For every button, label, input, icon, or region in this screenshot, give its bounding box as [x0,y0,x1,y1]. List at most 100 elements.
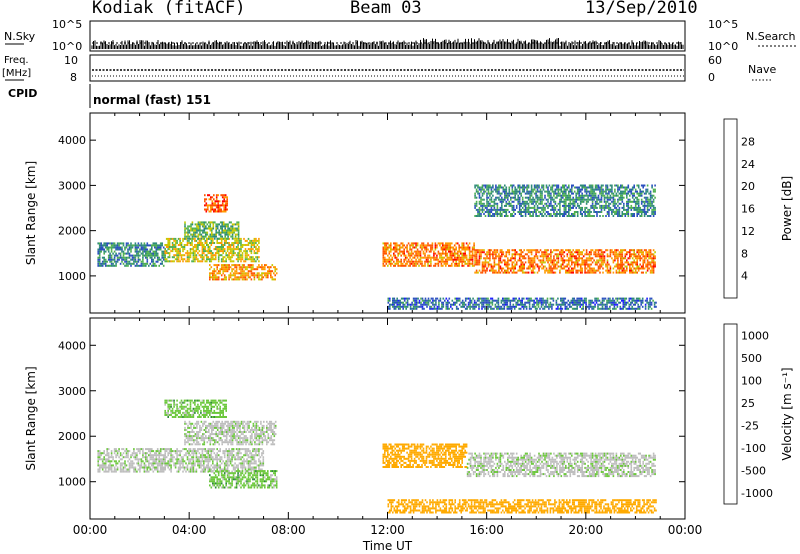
echo-cell [502,259,505,262]
echo-cell [532,211,534,213]
echo-cell [200,260,202,263]
echo-cell [545,253,548,256]
echo-cell [195,244,198,246]
echo-cell [609,190,612,193]
echo-cell [523,255,525,258]
echo-cell [477,249,479,252]
echo-cell [443,262,446,265]
echo-cell [389,297,391,300]
echo-cell [530,297,532,300]
echo-cell [230,225,232,228]
echo-cell [639,257,641,260]
echo-cell [401,244,404,247]
echo-cell [554,213,557,215]
echo-cell [646,200,649,203]
echo-cell [568,267,570,270]
echo-cell [164,244,166,246]
echo-cell [459,256,462,259]
echo-cell [517,211,519,213]
echo-cell [146,254,149,257]
echo-cell [159,246,162,249]
echo-cell [554,196,557,199]
echo-cell [486,186,488,189]
echo-cell [536,307,538,310]
echo-cell [109,242,111,245]
echo-cell [455,297,458,300]
echo-cell [400,246,402,249]
echo-cell [229,246,232,248]
echo-cell [155,248,158,251]
echo-cell [520,251,522,254]
echo-cell [431,242,434,245]
echo-cell [237,260,239,263]
echo-cell [617,271,619,274]
echo-cell [481,271,484,274]
echo-cell [212,276,214,279]
echo-cell [228,246,230,248]
echo-cell [519,307,522,310]
echo-cell [478,186,481,189]
echo-cell [490,301,492,304]
echo-cell [530,194,533,197]
echo-cell [406,305,409,308]
echo-cell [458,244,460,247]
echo-cell [526,249,528,252]
echo-cell [445,244,447,247]
echo-cell [582,184,585,187]
echo-cell [575,211,577,213]
echo-cell [576,257,579,260]
echo-cell [255,248,257,251]
echo-cell [226,202,228,205]
echo-cell [467,244,469,247]
echo-cell [168,248,171,251]
echo-cell [602,267,604,270]
echo-cell [562,200,564,203]
echo-cell [118,244,120,247]
echo-cell [627,198,630,201]
echo-cell [103,256,105,259]
echo-cell [529,257,531,260]
echo-cell [252,272,254,275]
echo-cell [477,213,479,215]
echo-cell [119,242,122,245]
echo-cell [548,257,551,260]
echo-cell [527,301,529,304]
echo-cell [511,263,514,266]
echo-cell [420,297,422,300]
echo-cell [550,267,552,270]
echo-cell [422,250,425,253]
echo-cell [478,299,480,302]
echo-cell [437,250,440,253]
echo-cell [134,250,137,253]
echo-cell [427,242,429,245]
echo-cell [385,252,388,255]
echo-cell [235,248,238,251]
echo-cell [246,268,248,271]
echo-cell [554,202,557,205]
echo-cell [532,215,534,217]
echo-cell [578,196,580,199]
echo-cell [159,242,162,245]
echo-cell [545,249,548,252]
echo-cell [165,260,168,263]
echo-cell [182,246,184,248]
echo-cell [428,254,431,257]
echo-cell [437,262,440,265]
echo-cell [217,208,219,211]
echo-cell [524,208,527,211]
echo-cell [634,200,637,203]
echo-cell [550,259,552,262]
echo-cell [197,242,199,244]
echo-cell [571,251,573,254]
echo-cell [216,242,218,244]
echo-cell [205,208,208,211]
echo-cell [499,186,502,189]
echo-cell [262,266,265,269]
echo-cell [412,242,414,245]
echo-cell [214,252,217,255]
echo-cell [524,301,526,304]
echo-cell [253,250,256,253]
echo-cell [512,206,515,209]
echo-cell [253,268,256,271]
echo-cell [643,259,646,262]
